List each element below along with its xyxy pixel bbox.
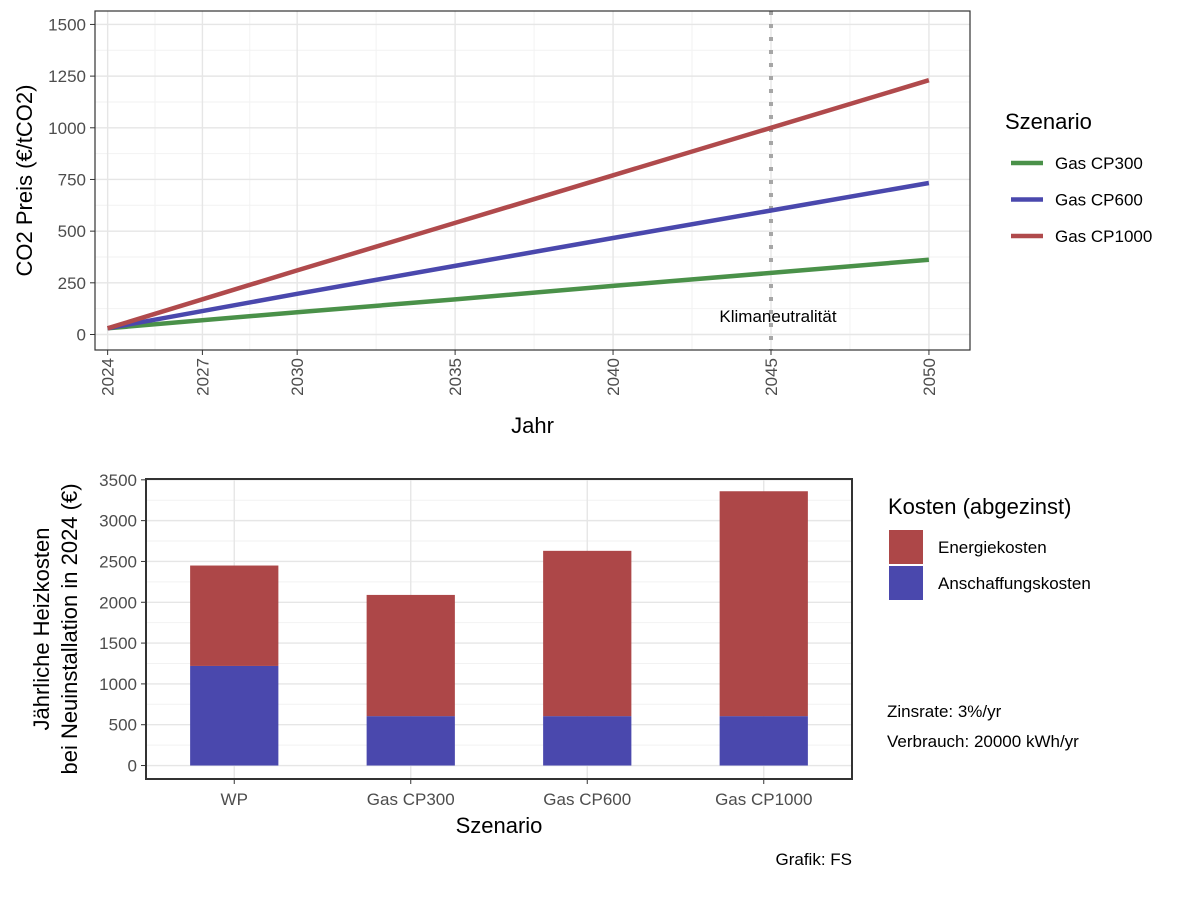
bar-gas-cp1000-anschaffungskosten xyxy=(719,716,808,766)
scenario-legend: Szenario Gas CP300 Gas CP600 Gas CP1000 xyxy=(1005,109,1152,246)
bottom-y-axis-title-line-2: bei Neuinstallation in 2024 (€) xyxy=(57,483,82,774)
legend-label-gas-cp600: Gas CP600 xyxy=(1055,191,1143,210)
y-tick-label: 1000 xyxy=(48,119,86,138)
legend-label-anschaffungskosten: Anschaffungskosten xyxy=(938,574,1091,593)
y-tick-label: 1500 xyxy=(99,634,137,653)
y-tick-label: 0 xyxy=(77,325,86,344)
x-tick-label: Gas CP1000 xyxy=(715,790,812,809)
top-grid-minor xyxy=(95,11,970,350)
bar-wp-energiekosten xyxy=(190,565,279,666)
x-tick-label: 2045 xyxy=(762,358,781,396)
y-tick-label: 1500 xyxy=(48,15,86,34)
bar-gas-cp300-energiekosten xyxy=(366,594,455,717)
graphic-credit: Grafik: FS xyxy=(775,850,852,869)
bar-wp-anschaffungskosten xyxy=(190,665,279,766)
x-tick-label: 2027 xyxy=(193,358,212,396)
x-tick-label: 2050 xyxy=(920,358,939,396)
consumption-note: Verbrauch: 20000 kWh/yr xyxy=(887,732,1079,751)
legend-label-energiekosten: Energiekosten xyxy=(938,538,1047,557)
series-line-gas-cp600 xyxy=(107,180,930,331)
x-tick-label: 2035 xyxy=(446,358,465,396)
y-tick-label: 500 xyxy=(58,222,86,241)
legend-label-gas-cp300: Gas CP300 xyxy=(1055,154,1143,173)
interest-rate-note: Zinsrate: 3%/yr xyxy=(887,702,1002,721)
bottom-y-axis-title: Jährliche Heizkosten bei Neuinstallation… xyxy=(29,483,82,774)
y-tick-label: 500 xyxy=(109,716,137,735)
x-tick-label: 2030 xyxy=(288,358,307,396)
bottom-panel-border xyxy=(145,478,853,780)
y-tick-label: 750 xyxy=(58,170,86,189)
bar-gas-cp1000-energiekosten xyxy=(719,491,808,717)
y-tick-label: 2000 xyxy=(99,593,137,612)
top-grid-major xyxy=(95,11,970,350)
x-tick-label: Gas CP600 xyxy=(543,790,631,809)
series-line-gas-cp1000 xyxy=(106,78,930,331)
top-y-axis-title: CO2 Preis (€/tCO2) xyxy=(12,85,37,277)
y-tick-label: 1250 xyxy=(48,67,86,86)
bar-gas-cp600-energiekosten xyxy=(543,550,632,717)
scenario-legend-title: Szenario xyxy=(1005,109,1092,134)
top-axis-ticks: 0 250 500 750 1000 1250 1500 2024 2027 2030 2035 20… xyxy=(48,15,939,395)
legend-label-gas-cp1000: Gas CP1000 xyxy=(1055,227,1152,246)
bottom-y-axis-title-line-1: Jährliche Heizkosten xyxy=(29,528,54,731)
bottom-axis-ticks: 0 500 1000 1500 2000 2500 3000 3500 WP Gas CP300 G… xyxy=(99,471,812,809)
bottom-x-axis-title: Szenario xyxy=(456,813,543,838)
y-tick-label: 3000 xyxy=(99,512,137,531)
bar-gas-cp600-anschaffungskosten xyxy=(543,716,632,766)
top-panel-border xyxy=(94,10,971,351)
heating-cost-chart: 0 500 1000 1500 2000 2500 3000 3500 WP Gas CP300 G… xyxy=(29,471,1091,838)
x-tick-label: WP xyxy=(221,790,248,809)
x-tick-label: 2024 xyxy=(99,358,118,396)
legend-key-energiekosten xyxy=(889,530,923,564)
cost-legend-title: Kosten (abgezinst) xyxy=(888,494,1071,519)
series-line-gas-cp300 xyxy=(107,257,930,331)
climate-neutrality-label: Klimaneutralität xyxy=(719,307,836,326)
co2-price-chart: 0 250 500 750 1000 1250 1500 2024 2027 2030 2035 20… xyxy=(12,10,1152,438)
bar-gas-cp300-anschaffungskosten xyxy=(366,716,455,766)
x-tick-label: 2040 xyxy=(604,358,623,396)
x-tick-label: Gas CP300 xyxy=(367,790,455,809)
y-tick-label: 1000 xyxy=(99,675,137,694)
legend-key-anschaffungskosten xyxy=(889,566,923,600)
y-tick-label: 2500 xyxy=(99,552,137,571)
top-x-axis-title: Jahr xyxy=(511,413,554,438)
cost-bars xyxy=(190,491,808,766)
co2-series-lines xyxy=(106,78,930,331)
y-tick-label: 3500 xyxy=(99,471,137,490)
y-tick-label: 250 xyxy=(58,274,86,293)
cost-legend: Kosten (abgezinst) Energiekosten Anschaff… xyxy=(888,494,1091,600)
y-tick-label: 0 xyxy=(128,757,137,776)
